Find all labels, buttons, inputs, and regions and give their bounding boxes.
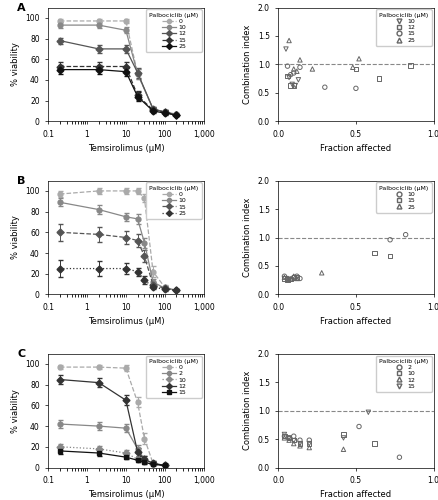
Legend: 10, 15, 25: 10, 15, 25: [376, 182, 432, 212]
10: [286, 74, 293, 82]
15: [290, 274, 297, 281]
10: [340, 430, 347, 438]
2: [286, 434, 293, 442]
Text: C: C: [17, 349, 25, 359]
Text: B: B: [17, 176, 25, 186]
10: [281, 272, 288, 280]
10: [281, 432, 288, 440]
15: [284, 62, 291, 70]
12: [353, 65, 360, 73]
10: [418, 12, 425, 20]
25: [293, 68, 300, 76]
Legend: 0, 2, 10, 12, 15: 0, 2, 10, 12, 15: [146, 356, 202, 399]
12: [407, 62, 414, 70]
Y-axis label: Combination index: Combination index: [243, 24, 252, 104]
10: [387, 236, 394, 244]
Legend: 2, 10, 12, 15: 2, 10, 12, 15: [376, 356, 432, 392]
12: [290, 82, 297, 90]
15: [293, 274, 300, 281]
15: [287, 275, 294, 283]
10: [289, 80, 296, 88]
2: [306, 436, 313, 444]
X-axis label: Temsirolimus (μM): Temsirolimus (μM): [88, 490, 164, 500]
Y-axis label: % viability: % viability: [11, 42, 20, 86]
X-axis label: Temsirolimus (μM): Temsirolimus (μM): [88, 144, 164, 154]
12: [281, 434, 288, 442]
10: [290, 436, 297, 444]
15: [287, 70, 294, 78]
25: [349, 64, 356, 72]
25: [281, 274, 288, 281]
10: [287, 275, 294, 283]
12: [340, 446, 347, 454]
2: [356, 422, 363, 430]
10: [402, 230, 409, 238]
12: [290, 440, 297, 448]
25: [297, 56, 304, 64]
25: [287, 275, 294, 283]
10: [371, 440, 378, 448]
15: [297, 64, 304, 72]
15: [321, 83, 328, 91]
10: [283, 45, 290, 53]
12: [287, 82, 294, 90]
15: [281, 274, 288, 282]
25: [284, 275, 291, 283]
10: [297, 274, 304, 282]
X-axis label: Fraction affected: Fraction affected: [320, 490, 392, 500]
25: [286, 36, 293, 44]
Text: A: A: [17, 3, 26, 13]
15: [281, 430, 288, 438]
12: [306, 444, 313, 452]
12: [297, 442, 304, 450]
10: [293, 272, 300, 280]
X-axis label: Temsirolimus (μM): Temsirolimus (μM): [88, 318, 164, 326]
15: [365, 408, 372, 416]
25: [293, 274, 300, 282]
15: [290, 69, 297, 77]
15: [387, 252, 394, 260]
25: [290, 272, 297, 280]
10: [295, 76, 302, 84]
12: [286, 436, 293, 444]
12: [376, 74, 383, 82]
15: [306, 440, 313, 448]
25: [290, 65, 297, 73]
Y-axis label: Combination index: Combination index: [243, 371, 252, 450]
25: [318, 269, 325, 277]
Legend: 0, 10, 12, 15, 25: 0, 10, 12, 15, 25: [146, 10, 202, 52]
2: [396, 454, 403, 462]
25: [356, 54, 363, 62]
X-axis label: Fraction affected: Fraction affected: [320, 144, 392, 154]
Y-axis label: Combination index: Combination index: [243, 198, 252, 277]
12: [284, 72, 291, 80]
15: [290, 436, 297, 444]
15: [297, 440, 304, 448]
15: [353, 84, 360, 92]
10: [284, 274, 291, 282]
15: [340, 434, 347, 442]
Y-axis label: % viability: % viability: [11, 388, 20, 432]
25: [309, 65, 316, 73]
15: [371, 249, 378, 257]
Legend: 10, 12, 15, 25: 10, 12, 15, 25: [376, 10, 432, 46]
10: [290, 274, 297, 281]
10: [297, 440, 304, 448]
10: [286, 434, 293, 442]
X-axis label: Fraction affected: Fraction affected: [320, 318, 392, 326]
15: [284, 276, 291, 283]
10: [376, 200, 383, 208]
10: [292, 82, 299, 90]
10: [306, 440, 313, 448]
Y-axis label: % viability: % viability: [11, 216, 20, 260]
2: [290, 432, 297, 440]
Legend: 0, 10, 15, 25: 0, 10, 15, 25: [146, 182, 202, 219]
2: [281, 432, 288, 440]
2: [297, 436, 304, 444]
15: [286, 434, 293, 442]
